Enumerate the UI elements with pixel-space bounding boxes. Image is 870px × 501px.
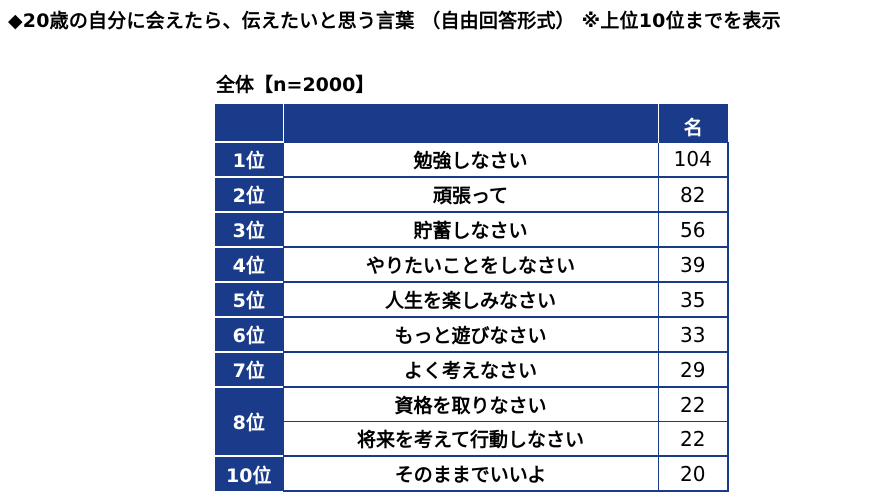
table-header-row: 名 [215, 104, 728, 142]
table-row: 6位 もっと遊びなさい 33 [215, 316, 729, 353]
answer-cell: もっと遊びなさい [282, 316, 659, 353]
table-row: 10位 そのままでいいよ 20 [215, 455, 729, 492]
count-cell: 22 [657, 421, 729, 457]
rank-cell: 2位 [215, 176, 283, 212]
count-cell: 35 [657, 281, 729, 318]
rank-cell: 1位 [215, 141, 283, 177]
count-cell: 82 [657, 176, 729, 213]
sample-size-label: 全体【n=2000】 [216, 74, 375, 96]
answer-cell: そのままでいいよ [282, 455, 659, 492]
answer-cell: 将来を考えて行動しなさい [282, 421, 659, 457]
table-row: 4位 やりたいことをしなさい 39 [215, 246, 729, 283]
rank-cell: 3位 [215, 211, 283, 247]
count-cell: 33 [657, 316, 729, 353]
table-row: 7位 よく考えなさい 29 [215, 351, 729, 388]
table-row: 将来を考えて行動しなさい 22 [215, 421, 729, 457]
table-row: 8位 資格を取りなさい 22 [215, 386, 729, 456]
count-cell: 20 [657, 455, 729, 492]
answer-cell: 頑張って [282, 176, 659, 213]
answer-cell: やりたいことをしなさい [282, 246, 659, 283]
rank-cell: 7位 [215, 351, 283, 387]
answer-cell: 勉強しなさい [282, 141, 659, 178]
answer-header [282, 104, 658, 142]
table-row: 1位 勉強しなさい 104 [215, 141, 729, 178]
page-title: ◆20歳の自分に会えたら、伝えたいと思う言葉 （自由回答形式） ※上位10位まで… [8, 10, 781, 32]
answer-cell: 貯蓄しなさい [282, 211, 659, 248]
count-cell: 29 [657, 351, 729, 388]
rank-cell: 6位 [215, 316, 283, 352]
rank-cell: 5位 [215, 281, 283, 317]
rank-cell: 10位 [215, 455, 283, 491]
table-row: 5位 人生を楽しみなさい 35 [215, 281, 729, 318]
answer-cell: 資格を取りなさい [282, 386, 659, 422]
rank-cell: 8位 [215, 386, 283, 456]
rank-header [215, 104, 283, 142]
table-row: 3位 貯蓄しなさい 56 [215, 211, 729, 248]
ranking-table: 名 1位 勉強しなさい 104 2位 頑張って 82 3位 貯蓄しなさい 56 … [215, 104, 729, 492]
rank-cell: 4位 [215, 246, 283, 282]
answer-cell: 人生を楽しみなさい [282, 281, 659, 318]
count-header: 名 [657, 104, 728, 142]
count-cell: 56 [657, 211, 729, 248]
count-cell: 22 [657, 386, 729, 422]
table-row: 2位 頑張って 82 [215, 176, 729, 213]
count-cell: 104 [657, 141, 729, 178]
count-cell: 39 [657, 246, 729, 283]
answer-cell: よく考えなさい [282, 351, 659, 388]
